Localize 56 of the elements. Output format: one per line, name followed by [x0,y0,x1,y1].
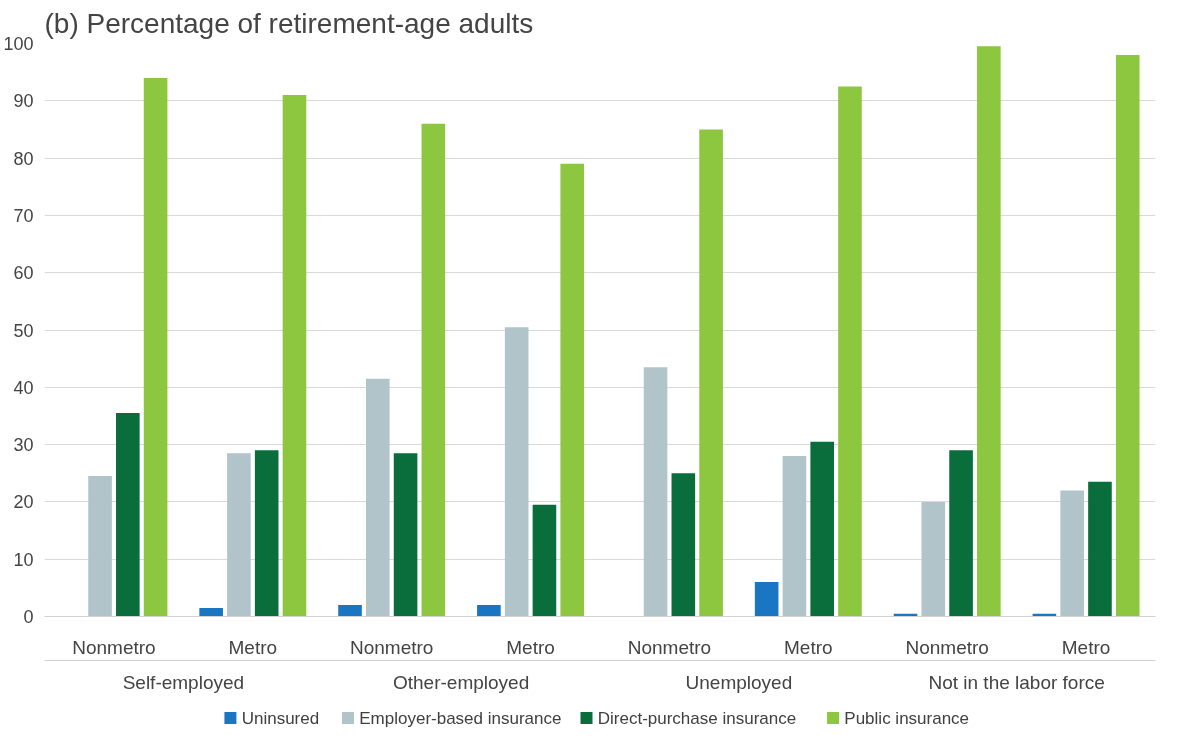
y-tick-label: 60 [13,263,34,284]
bar [949,450,973,617]
bar [921,501,946,617]
x-tick-label: Metro [1061,636,1111,658]
x-tick-label: Nonmetro [72,636,156,658]
legend-label: Uninsured [241,708,320,728]
bar [532,504,557,617]
bar [366,378,390,617]
y-tick-label: 40 [13,377,34,398]
bar [88,476,112,617]
bar [1060,490,1084,617]
x-tick-label: Nonmetro [905,636,989,658]
y-tick-label: 90 [13,91,34,112]
bar [838,86,862,617]
bar [282,95,307,617]
bar [504,327,529,617]
legend-label: Public insurance [844,708,970,728]
bar [810,441,834,617]
y-tick-label: 20 [13,492,34,513]
legend-label: Employer-based insurance [359,708,562,728]
x-tick-label: Nonmetro [627,636,712,658]
bar [643,367,668,617]
bar [1088,481,1112,617]
bar [393,453,418,617]
y-tick-label: 30 [13,435,34,456]
x-tick-label: Metro [784,636,833,658]
x-tick-label: Metro [506,636,555,658]
text: Other-employed [393,671,530,693]
y-tick-label: 80 [13,148,34,169]
bar [143,77,168,617]
legend-label: Direct-purchase insurance [597,708,797,728]
bar [116,413,140,617]
bar [699,129,723,617]
bar [671,473,696,617]
x-tick-label: Metro [228,636,278,658]
y-tick-label: 70 [13,205,34,226]
bar [227,453,251,617]
y-tick-label: 10 [13,549,34,570]
x-tick-label: Nonmetro [349,636,434,658]
bar [1115,54,1140,617]
text: Not in the labor force [928,671,1105,693]
bar [782,456,807,617]
bar [254,450,279,617]
bar [477,605,501,617]
chart-title: (b) Percentage of retirement-age adults [44,7,534,39]
bar [560,163,585,617]
text: Unemployed [685,671,793,693]
text: Self-employed [122,671,245,693]
bar [421,123,446,617]
bar [754,582,779,617]
y-tick-label: 100 [3,34,34,54]
bar [977,46,1001,617]
y-tick-label: 0 [23,607,34,627]
bar [199,607,223,617]
bar [338,605,362,617]
y-tick-label: 50 [13,320,34,341]
